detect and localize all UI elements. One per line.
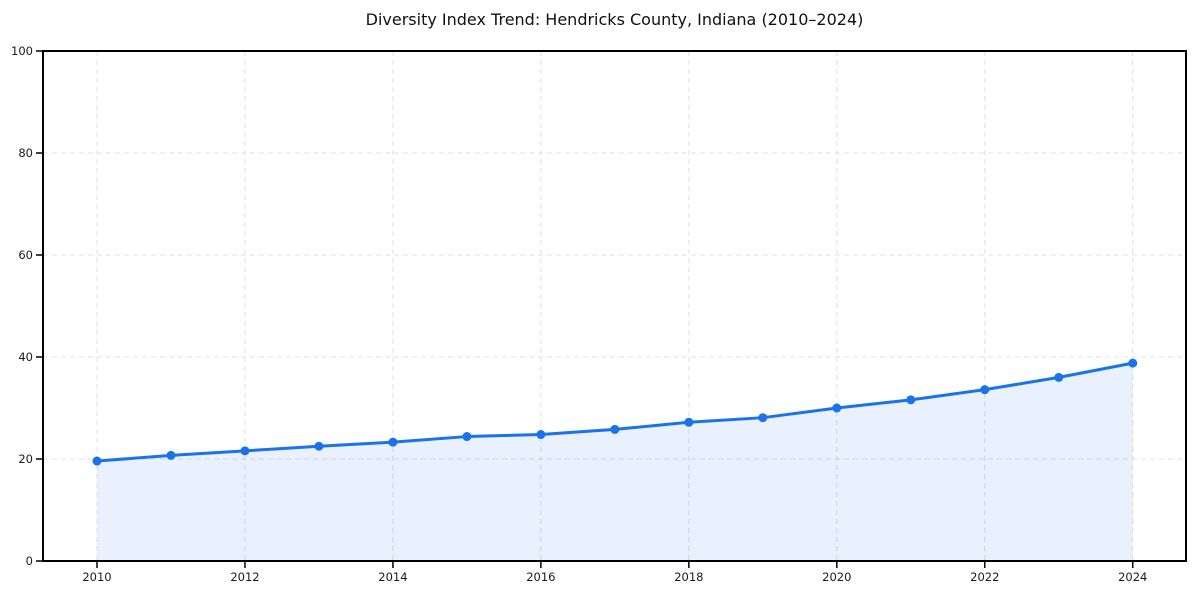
data-point-2011 [166,450,176,460]
y-tick-label-20: 20 [18,452,33,466]
data-point-2018 [684,417,694,427]
x-tick-label-2020: 2020 [822,570,851,584]
y-tick-label-60: 60 [18,248,33,262]
data-point-2014 [388,437,398,447]
data-point-2024 [1128,358,1138,368]
data-point-2010 [92,456,102,466]
x-tick-label-2010: 2010 [82,570,111,584]
x-tick-label-2014: 2014 [378,570,407,584]
data-point-2023 [1054,372,1064,382]
data-point-2022 [980,385,990,395]
y-tick-label-80: 80 [18,146,33,160]
data-point-2021 [906,395,916,405]
data-point-2020 [832,403,842,413]
data-point-2017 [610,424,620,434]
y-tick-label-100: 100 [11,44,33,58]
y-tick-label-0: 0 [26,554,33,568]
data-point-2016 [536,430,546,440]
data-point-2019 [758,413,768,423]
x-tick-label-2016: 2016 [526,570,555,584]
data-point-2015 [462,432,472,442]
x-tick-label-2012: 2012 [230,570,259,584]
x-tick-label-2018: 2018 [674,570,703,584]
chart-title: Diversity Index Trend: Hendricks County,… [365,10,864,29]
data-point-2013 [314,441,324,451]
area-fill [97,363,1133,561]
x-tick-label-2024: 2024 [1118,570,1147,584]
y-tick-label-40: 40 [18,350,33,364]
data-point-2012 [240,446,250,456]
plot-border [42,50,1187,562]
x-tick-label-2022: 2022 [970,570,999,584]
